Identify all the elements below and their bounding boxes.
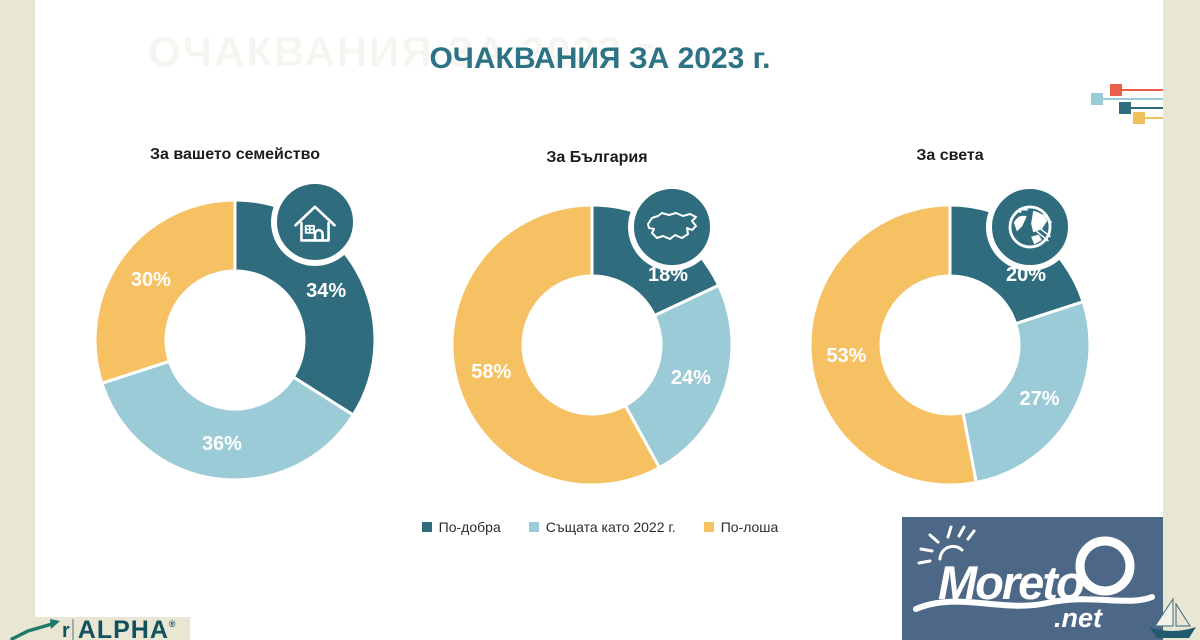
segment-value-label: 36%	[202, 433, 242, 455]
donut-segment-Същата като 2022 г.	[99, 359, 356, 482]
donut-segment-По-лоша	[808, 203, 978, 487]
legend-label: Същата като 2022 г.	[545, 519, 676, 535]
segment-value-label: 53%	[826, 345, 866, 367]
moreto-logo-graphic: Moreto .net	[913, 525, 1155, 633]
decoration-line	[1130, 107, 1163, 109]
legend-item-worse: По-лоша	[703, 519, 779, 535]
registered-mark: ®	[168, 619, 176, 629]
house-icon	[294, 205, 336, 242]
sun-icon	[917, 525, 976, 565]
bulgaria-map-icon	[647, 212, 697, 240]
donut-segment-По-лоша	[93, 198, 237, 386]
alpha-research-logo: r ALPHA ®	[0, 617, 190, 640]
family-icon-badge	[271, 178, 359, 266]
alpha-wordmark: ALPHA	[77, 617, 169, 640]
decoration-square	[1110, 84, 1122, 96]
title-watermark: ОЧАКВАНИЯ ЗА 2023 г.	[148, 28, 666, 75]
decoration-square	[1133, 112, 1145, 124]
sailboat-icon	[1149, 597, 1196, 638]
arrow-icon	[10, 619, 60, 640]
legend-item-better: По-добра	[421, 519, 501, 535]
right-frame-strip	[1163, 0, 1200, 640]
moreto-tld: .net	[1054, 603, 1103, 633]
segment-value-label: 58%	[471, 361, 511, 383]
alpha-logo-inner: r ALPHA ®	[8, 618, 176, 640]
donut-segment-Същата като 2022 г.	[623, 283, 734, 470]
decoration-square	[1091, 93, 1103, 105]
legend-label: По-добра	[438, 519, 501, 535]
moreto-o-swoosh	[1075, 536, 1135, 596]
legend-swatch-worse	[703, 522, 714, 532]
alpha-divider	[71, 619, 74, 640]
decoration-line	[1121, 89, 1163, 91]
segment-value-label: 24%	[671, 367, 711, 389]
alpha-prefix: r	[62, 620, 70, 640]
bulgaria-icon-badge	[628, 183, 716, 271]
segment-value-label: 27%	[1020, 388, 1060, 410]
left-frame-strip	[0, 0, 35, 640]
chart-title-world: За света	[916, 147, 984, 164]
world-icon-badge	[986, 183, 1074, 271]
page-title: ОЧАКВАНИЯ ЗА 2023 г.	[429, 42, 771, 76]
segment-value-label: 34%	[306, 280, 346, 302]
moreto-logo: Moreto .net	[902, 517, 1163, 640]
legend-label: По-лоша	[720, 519, 779, 535]
chart-title-bulgaria: За България	[546, 149, 648, 166]
legend-swatch-better	[421, 522, 432, 532]
segment-value-label: 30%	[131, 269, 171, 291]
wave-graphic	[913, 594, 1155, 612]
legend-item-same: Същата като 2022 г.	[528, 519, 676, 535]
donut-segment-Същата като 2022 г.	[961, 299, 1092, 485]
legend: По-добра Същата като 2022 г. По-лоша	[0, 519, 1200, 535]
decoration-line	[1102, 98, 1163, 100]
chart-title-family: За вашето семейство	[149, 146, 321, 163]
globe-icon	[1008, 205, 1053, 249]
decoration-square	[1119, 102, 1131, 114]
decoration-line	[1144, 117, 1163, 119]
legend-swatch-same	[528, 522, 539, 532]
donut-chart-world: 20%27%53%	[808, 203, 1092, 487]
donut-segment-По-лоша	[450, 203, 662, 487]
